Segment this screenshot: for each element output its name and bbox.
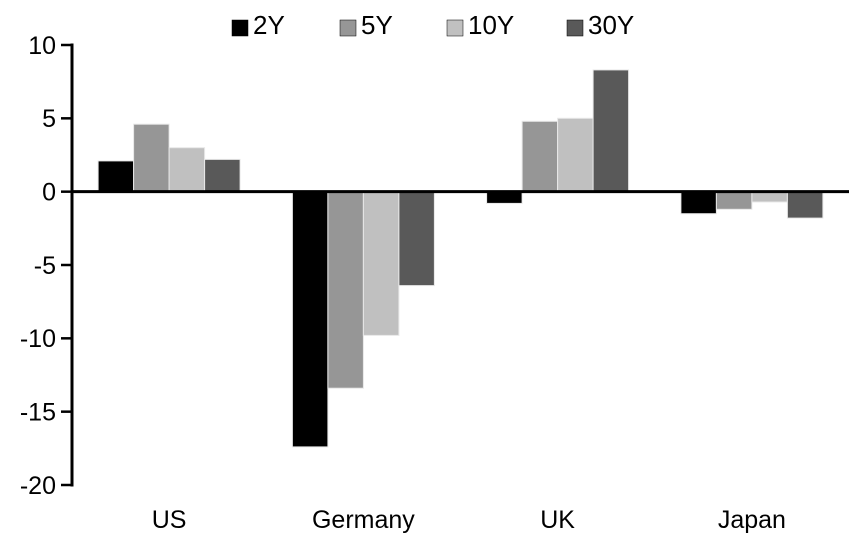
legend-marker-2y [231, 19, 249, 37]
category-label-germany: Germany [312, 506, 415, 534]
legend-marker-10y [446, 19, 464, 37]
legend-label-30y: 30Y [588, 10, 634, 40]
y-tick-label-10: 10 [28, 32, 56, 60]
bar-us-5y [133, 123, 170, 193]
bar-germany-10y [362, 191, 400, 336]
y-tick-label-0: 0 [42, 178, 56, 206]
y-tick-label--5: -5 [34, 252, 56, 280]
bar-us-2y [97, 160, 135, 193]
category-label-uk: UK [540, 506, 575, 534]
bar-germany-5y [327, 191, 364, 389]
bar-uk-5y [521, 120, 559, 193]
bar-uk-2y [486, 191, 523, 204]
bar-japan-2y [680, 191, 717, 215]
category-label-japan: Japan [718, 506, 786, 534]
y-tick-label-5: 5 [42, 105, 56, 133]
bar-germany-30y [398, 191, 435, 287]
bar-japan-10y [751, 191, 788, 203]
bar-japan-5y [715, 191, 753, 210]
bar-uk-10y [557, 117, 594, 193]
legend-label-5y: 5Y [361, 10, 393, 40]
bar-germany-2y [291, 191, 329, 448]
y-tick-label--15: -15 [20, 398, 56, 426]
y-tick-label--10: -10 [20, 325, 56, 353]
bar-uk-30y [592, 69, 630, 193]
legend-label-10y: 10Y [468, 10, 514, 40]
legend-label-2y: 2Y [253, 10, 285, 40]
legend-marker-5y [339, 19, 357, 37]
bar-us-30y [204, 158, 241, 193]
bar-us-10y [168, 147, 206, 193]
bar-japan-30y [786, 191, 824, 219]
y-tick-label--20: -20 [20, 472, 56, 500]
category-label-us: US [152, 506, 187, 534]
legend-marker-30y [566, 19, 584, 37]
